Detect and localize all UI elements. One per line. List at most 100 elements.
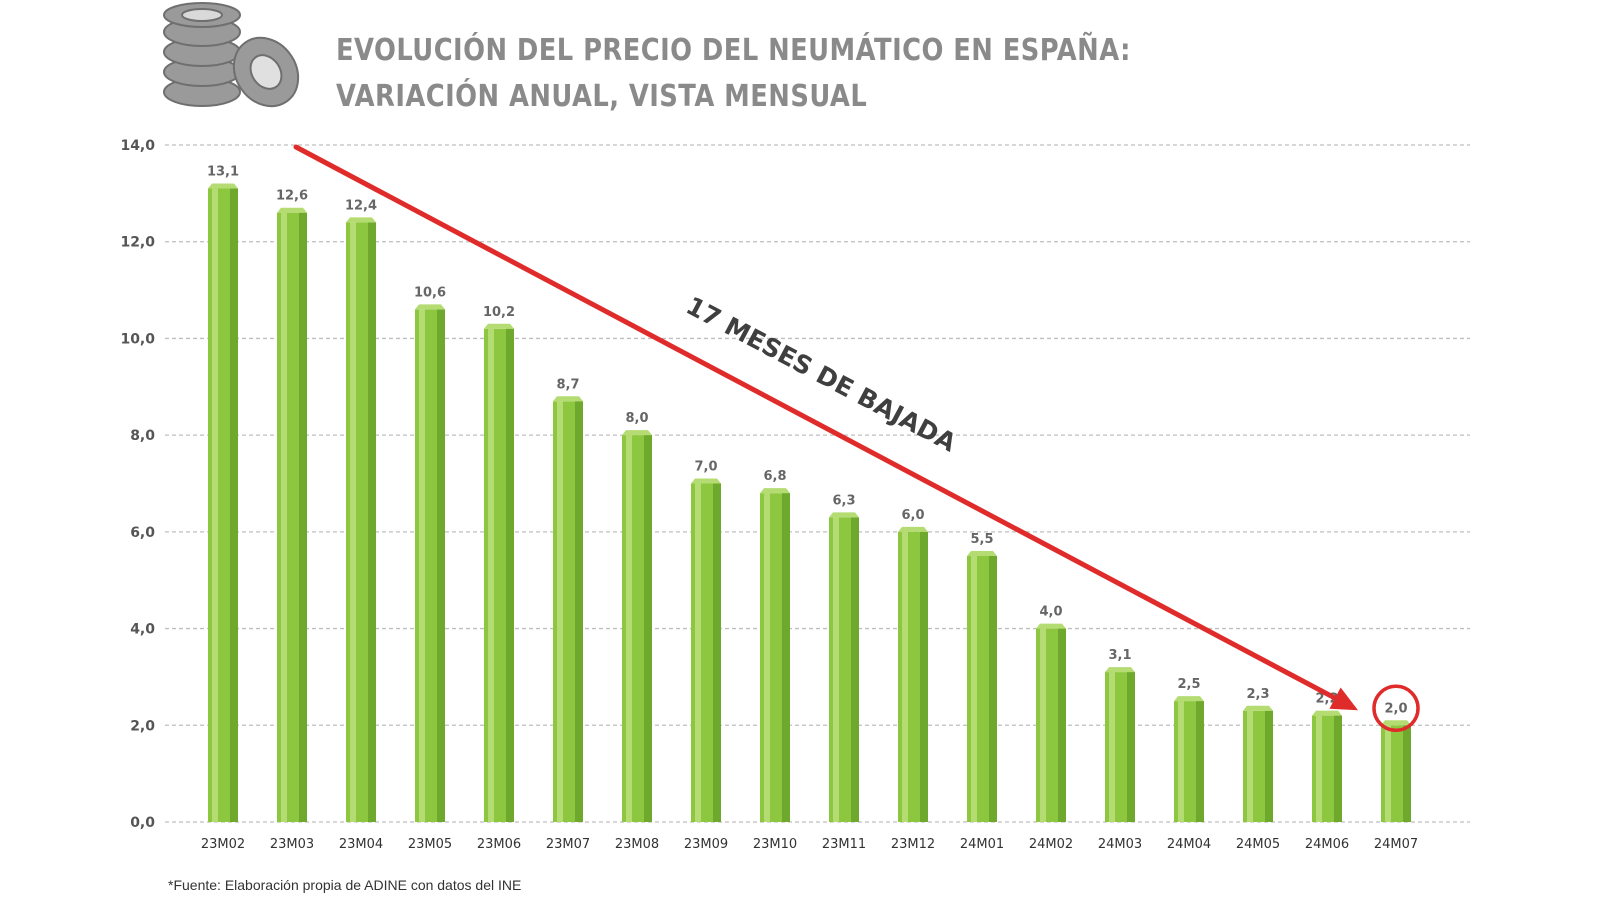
data-label: 2,0 xyxy=(1384,701,1407,716)
bar-top xyxy=(484,323,514,329)
y-tick-label: 8,0 xyxy=(130,428,155,444)
bar-shade xyxy=(1127,672,1135,822)
highlight-circle xyxy=(1372,684,1420,733)
y-tick-label: 14,0 xyxy=(120,138,155,154)
x-tick-label: 23M12 xyxy=(891,837,935,852)
bar xyxy=(1381,720,1411,822)
bar-highlight xyxy=(1178,701,1184,822)
bar-top xyxy=(1312,710,1342,716)
bar-top xyxy=(415,304,445,310)
data-label: 6,3 xyxy=(832,493,855,508)
x-tick-label: 24M02 xyxy=(1029,837,1073,852)
x-tick-label: 23M06 xyxy=(477,837,521,852)
x-tick-label: 23M04 xyxy=(339,837,383,852)
x-tick-label: 23M09 xyxy=(684,837,728,852)
bar-highlight xyxy=(902,531,908,822)
data-label: 5,5 xyxy=(970,532,993,547)
bar-top xyxy=(622,430,652,436)
data-label: 13,1 xyxy=(207,165,239,180)
x-tick-label: 24M07 xyxy=(1374,837,1418,852)
title-line-2: VARIACIÓN ANUAL, VISTA MENSUAL xyxy=(336,79,868,114)
bar xyxy=(553,396,583,822)
source-footnote: *Fuente: Elaboración propia de ADINE con… xyxy=(168,877,522,893)
bar-shade xyxy=(230,188,238,822)
bar-shade xyxy=(1196,701,1204,822)
x-tick-label: 24M04 xyxy=(1167,837,1211,852)
bar-top xyxy=(760,488,790,494)
bar-shade xyxy=(1403,725,1411,822)
bar-shade xyxy=(575,401,583,822)
x-axis-ticks: 23M02 23M03 23M04 23M05 23M06 23M07 23M08 23M09… xyxy=(201,837,1418,852)
bars xyxy=(208,183,1411,822)
bar-top xyxy=(898,526,928,532)
bar-top xyxy=(691,478,721,484)
bar-top xyxy=(967,551,997,557)
data-label: 3,1 xyxy=(1108,648,1131,663)
bar-highlight xyxy=(695,483,701,822)
data-label: 8,7 xyxy=(556,377,579,392)
data-label: 10,2 xyxy=(483,305,515,320)
bar xyxy=(691,478,721,822)
bar-highlight xyxy=(350,222,356,822)
bar-top xyxy=(1174,696,1204,702)
bar-shade xyxy=(437,309,445,822)
bar-shade xyxy=(851,517,859,822)
bar-shade xyxy=(506,328,514,822)
y-tick-label: 10,0 xyxy=(120,331,155,347)
bar xyxy=(1243,705,1273,822)
bar-highlight xyxy=(212,188,218,822)
bar-shade xyxy=(1058,628,1066,822)
data-label: 12,6 xyxy=(276,189,308,204)
bar-highlight xyxy=(764,493,770,822)
bar xyxy=(622,430,652,822)
stacked-tires-icon xyxy=(163,2,300,108)
bar xyxy=(208,183,238,822)
data-labels: 13,1 12,6 12,4 10,6 10,2 8,7 8,0 7,0 6,8 6,3 6,0 5,… xyxy=(207,165,1408,717)
bar-shade xyxy=(1334,715,1342,822)
chart-title: EVOLUCIÓN DEL PRECIO DEL NEUMÁTICO EN ES… xyxy=(336,28,1260,120)
bar-highlight xyxy=(281,212,287,822)
bar-top xyxy=(1036,623,1066,629)
bar-highlight xyxy=(1247,710,1253,822)
bar-top xyxy=(346,217,376,223)
data-label: 6,8 xyxy=(763,469,786,484)
bar xyxy=(346,217,376,822)
data-label: 4,0 xyxy=(1039,605,1062,620)
bar-highlight xyxy=(1385,725,1391,822)
y-tick-label: 12,0 xyxy=(120,235,155,251)
x-tick-label: 23M05 xyxy=(408,837,452,852)
bar-highlight xyxy=(1040,628,1046,822)
bar-top xyxy=(208,183,238,189)
bar xyxy=(898,526,928,822)
bar-highlight xyxy=(1316,715,1322,822)
bar-top xyxy=(1243,705,1273,711)
data-label: 2,5 xyxy=(1177,677,1200,692)
y-tick-label: 0,0 xyxy=(130,815,155,831)
grid-lines xyxy=(165,144,1470,823)
bar-top xyxy=(277,207,307,213)
x-tick-label: 24M01 xyxy=(960,837,1004,852)
y-tick-label: 2,0 xyxy=(130,718,155,734)
trend-arrow-head xyxy=(1329,687,1358,711)
bar-top xyxy=(829,512,859,518)
x-tick-label: 23M03 xyxy=(270,837,314,852)
bar-shade xyxy=(920,531,928,822)
bar-highlight xyxy=(488,328,494,822)
data-label: 7,0 xyxy=(694,460,717,475)
data-label: 2,3 xyxy=(1246,687,1269,702)
title-line-1: EVOLUCIÓN DEL PRECIO DEL NEUMÁTICO EN ES… xyxy=(336,33,1131,68)
bar-shade xyxy=(299,212,307,822)
trend-arrow-line xyxy=(293,144,1338,701)
bar-top xyxy=(1105,667,1135,673)
bar xyxy=(415,304,445,822)
data-label: 10,6 xyxy=(414,285,446,300)
data-label: 8,0 xyxy=(625,411,648,426)
bar-shade xyxy=(989,556,997,822)
bar-highlight xyxy=(1109,672,1115,822)
x-tick-label: 23M08 xyxy=(615,837,659,852)
bar xyxy=(1312,710,1342,822)
bar xyxy=(760,488,790,822)
bar-highlight xyxy=(557,401,563,822)
bar-top xyxy=(553,396,583,402)
